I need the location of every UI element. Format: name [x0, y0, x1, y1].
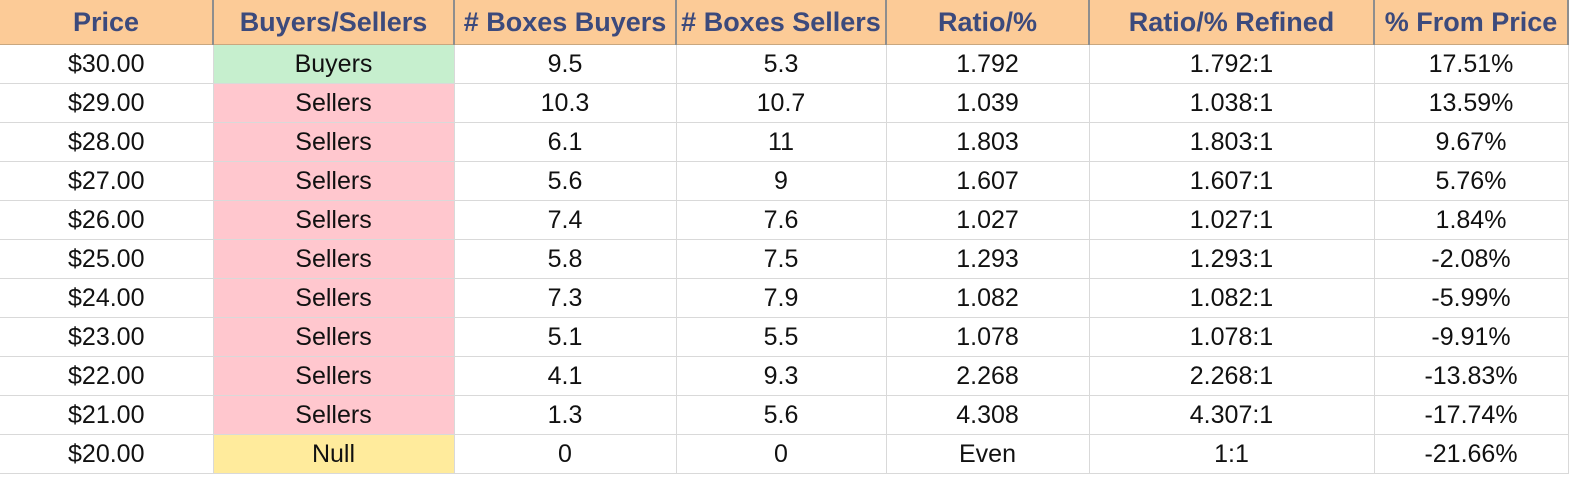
boxes-buyers-cell[interactable]: 5.8: [454, 239, 677, 279]
ratio-refined-cell[interactable]: 1.607:1: [1089, 161, 1375, 201]
table-row: $20.00 Null 0 0 Even 1:1 -21.66%: [0, 434, 1569, 474]
ratio-refined-cell[interactable]: 1.027:1: [1089, 200, 1375, 240]
from-price-cell[interactable]: 17.51%: [1374, 44, 1569, 84]
price-cell[interactable]: $22.00: [0, 356, 214, 396]
price-cell[interactable]: $24.00: [0, 278, 214, 318]
from-price-cell[interactable]: -9.91%: [1374, 317, 1569, 357]
price-cell[interactable]: $27.00: [0, 161, 214, 201]
ratio-cell[interactable]: 1.039: [886, 83, 1090, 123]
ratio-cell[interactable]: 1.078: [886, 317, 1090, 357]
column-header-price[interactable]: Price: [0, 0, 214, 45]
from-price-cell[interactable]: -21.66%: [1374, 434, 1569, 474]
table-row: $27.00 Sellers 5.6 9 1.607 1.607:1 5.76%: [0, 161, 1569, 201]
ratio-refined-cell[interactable]: 1.038:1: [1089, 83, 1375, 123]
ratio-cell[interactable]: 1.792: [886, 44, 1090, 84]
table-row: $22.00 Sellers 4.1 9.3 2.268 2.268:1 -13…: [0, 356, 1569, 396]
ratio-refined-cell[interactable]: 2.268:1: [1089, 356, 1375, 396]
ratio-cell[interactable]: 1.803: [886, 122, 1090, 162]
side-cell[interactable]: Sellers: [213, 317, 455, 357]
price-level-table: Price Buyers/Sellers # Boxes Buyers # Bo…: [0, 0, 1569, 474]
price-cell[interactable]: $23.00: [0, 317, 214, 357]
side-cell[interactable]: Sellers: [213, 200, 455, 240]
side-cell[interactable]: Buyers: [213, 44, 455, 84]
from-price-cell[interactable]: 5.76%: [1374, 161, 1569, 201]
from-price-cell[interactable]: 9.67%: [1374, 122, 1569, 162]
column-header-from-price[interactable]: % From Price: [1374, 0, 1569, 45]
boxes-sellers-cell[interactable]: 7.6: [676, 200, 887, 240]
from-price-cell[interactable]: -17.74%: [1374, 395, 1569, 435]
ratio-cell[interactable]: 1.607: [886, 161, 1090, 201]
side-cell[interactable]: Sellers: [213, 83, 455, 123]
ratio-cell[interactable]: 2.268: [886, 356, 1090, 396]
boxes-buyers-cell[interactable]: 6.1: [454, 122, 677, 162]
from-price-cell[interactable]: 1.84%: [1374, 200, 1569, 240]
side-cell[interactable]: Sellers: [213, 161, 455, 201]
side-cell[interactable]: Null: [213, 434, 455, 474]
column-header-ratio[interactable]: Ratio/%: [886, 0, 1090, 45]
boxes-buyers-cell[interactable]: 1.3: [454, 395, 677, 435]
ratio-refined-cell[interactable]: 1.803:1: [1089, 122, 1375, 162]
ratio-refined-cell[interactable]: 1:1: [1089, 434, 1375, 474]
side-cell[interactable]: Sellers: [213, 278, 455, 318]
boxes-sellers-cell[interactable]: 9: [676, 161, 887, 201]
table-row: $23.00 Sellers 5.1 5.5 1.078 1.078:1 -9.…: [0, 317, 1569, 357]
header-row: Price Buyers/Sellers # Boxes Buyers # Bo…: [0, 0, 1569, 45]
ratio-refined-cell[interactable]: 4.307:1: [1089, 395, 1375, 435]
from-price-cell[interactable]: -5.99%: [1374, 278, 1569, 318]
boxes-sellers-cell[interactable]: 11: [676, 122, 887, 162]
ratio-refined-cell[interactable]: 1.082:1: [1089, 278, 1375, 318]
boxes-buyers-cell[interactable]: 0: [454, 434, 677, 474]
boxes-sellers-cell[interactable]: 5.3: [676, 44, 887, 84]
side-cell[interactable]: Sellers: [213, 395, 455, 435]
from-price-cell[interactable]: -13.83%: [1374, 356, 1569, 396]
boxes-buyers-cell[interactable]: 4.1: [454, 356, 677, 396]
ratio-cell[interactable]: 1.027: [886, 200, 1090, 240]
boxes-sellers-cell[interactable]: 5.6: [676, 395, 887, 435]
boxes-sellers-cell[interactable]: 10.7: [676, 83, 887, 123]
price-cell[interactable]: $30.00: [0, 44, 214, 84]
ratio-cell[interactable]: 1.293: [886, 239, 1090, 279]
from-price-cell[interactable]: -2.08%: [1374, 239, 1569, 279]
price-cell[interactable]: $29.00: [0, 83, 214, 123]
boxes-sellers-cell[interactable]: 7.5: [676, 239, 887, 279]
side-cell[interactable]: Sellers: [213, 239, 455, 279]
column-header-buyers-sellers[interactable]: Buyers/Sellers: [213, 0, 455, 45]
table-row: $25.00 Sellers 5.8 7.5 1.293 1.293:1 -2.…: [0, 239, 1569, 279]
boxes-sellers-cell[interactable]: 0: [676, 434, 887, 474]
price-cell[interactable]: $25.00: [0, 239, 214, 279]
side-cell[interactable]: Sellers: [213, 122, 455, 162]
side-cell[interactable]: Sellers: [213, 356, 455, 396]
ratio-cell[interactable]: 4.308: [886, 395, 1090, 435]
ratio-refined-cell[interactable]: 1.792:1: [1089, 44, 1375, 84]
boxes-buyers-cell[interactable]: 5.1: [454, 317, 677, 357]
boxes-sellers-cell[interactable]: 9.3: [676, 356, 887, 396]
ratio-refined-cell[interactable]: 1.293:1: [1089, 239, 1375, 279]
table-row: $30.00 Buyers 9.5 5.3 1.792 1.792:1 17.5…: [0, 44, 1569, 84]
boxes-buyers-cell[interactable]: 9.5: [454, 44, 677, 84]
column-header-boxes-buyers[interactable]: # Boxes Buyers: [454, 0, 677, 45]
boxes-buyers-cell[interactable]: 7.4: [454, 200, 677, 240]
price-cell[interactable]: $28.00: [0, 122, 214, 162]
table-row: $26.00 Sellers 7.4 7.6 1.027 1.027:1 1.8…: [0, 200, 1569, 240]
boxes-sellers-cell[interactable]: 5.5: [676, 317, 887, 357]
boxes-buyers-cell[interactable]: 10.3: [454, 83, 677, 123]
table-row: $21.00 Sellers 1.3 5.6 4.308 4.307:1 -17…: [0, 395, 1569, 435]
ratio-cell[interactable]: Even: [886, 434, 1090, 474]
ratio-cell[interactable]: 1.082: [886, 278, 1090, 318]
price-cell[interactable]: $26.00: [0, 200, 214, 240]
ratio-refined-cell[interactable]: 1.078:1: [1089, 317, 1375, 357]
column-header-ratio-refined[interactable]: Ratio/% Refined: [1089, 0, 1375, 45]
boxes-buyers-cell[interactable]: 7.3: [454, 278, 677, 318]
boxes-sellers-cell[interactable]: 7.9: [676, 278, 887, 318]
from-price-cell[interactable]: 13.59%: [1374, 83, 1569, 123]
table-row: $24.00 Sellers 7.3 7.9 1.082 1.082:1 -5.…: [0, 278, 1569, 318]
table-row: $29.00 Sellers 10.3 10.7 1.039 1.038:1 1…: [0, 83, 1569, 123]
price-cell[interactable]: $20.00: [0, 434, 214, 474]
column-header-boxes-sellers[interactable]: # Boxes Sellers: [676, 0, 887, 45]
table-row: $28.00 Sellers 6.1 11 1.803 1.803:1 9.67…: [0, 122, 1569, 162]
price-cell[interactable]: $21.00: [0, 395, 214, 435]
boxes-buyers-cell[interactable]: 5.6: [454, 161, 677, 201]
